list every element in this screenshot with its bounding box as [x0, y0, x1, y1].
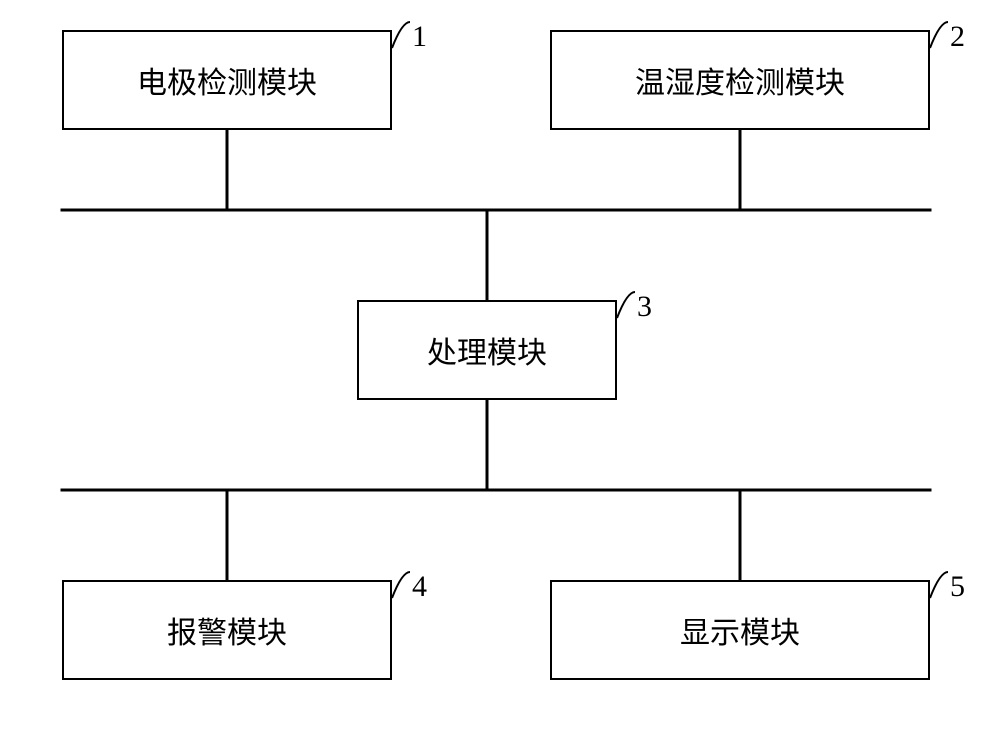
node-label: 处理模块 — [427, 328, 547, 372]
node-temp-humidity-detection: 温湿度检测模块 — [550, 30, 930, 130]
node-alarm: 报警模块 — [62, 580, 392, 680]
node-number-5: 5 — [950, 570, 965, 604]
node-number-3: 3 — [637, 290, 652, 324]
node-label: 显示模块 — [680, 608, 800, 652]
node-number-2: 2 — [950, 20, 965, 54]
node-label: 温湿度检测模块 — [635, 58, 845, 102]
node-label: 电极检测模块 — [137, 58, 317, 102]
node-label: 报警模块 — [167, 608, 287, 652]
node-display: 显示模块 — [550, 580, 930, 680]
node-number-4: 4 — [412, 570, 427, 604]
node-electrode-detection: 电极检测模块 — [62, 30, 392, 130]
node-processing: 处理模块 — [357, 300, 617, 400]
node-number-1: 1 — [412, 20, 427, 54]
